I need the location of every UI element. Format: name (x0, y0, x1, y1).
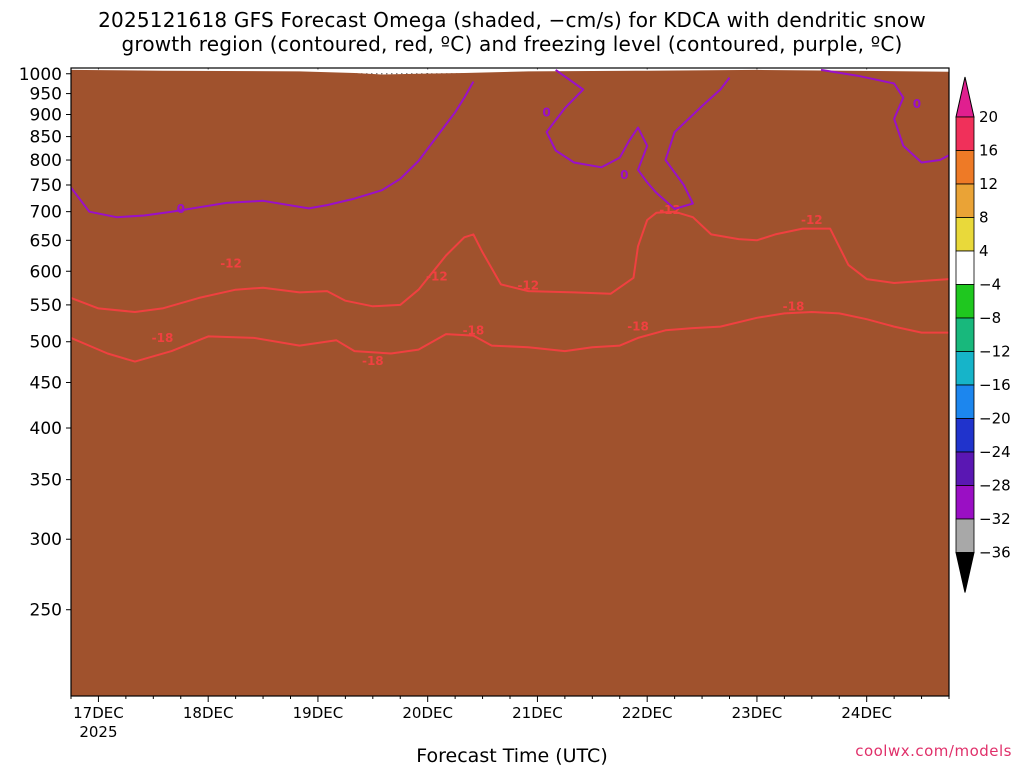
colorbar-bin-1 (955, 150, 975, 185)
colorbar-label-10: −24 (979, 443, 1011, 461)
xtick-label-7: 24DEC (841, 704, 892, 722)
ytick-label-450: 450 (30, 373, 62, 393)
xtick-label-2: 19DEC (293, 704, 344, 722)
dgz-top-minus18-label-3: -18 (627, 320, 649, 334)
y-axis: 250 300 350 400 450 500 550 600 650 700 750 800 850 9… (19, 65, 71, 621)
colorbar-label-6: −8 (979, 309, 1001, 327)
credit-link[interactable]: coolwx.com/models (855, 742, 1012, 760)
ytick-label-850: 850 (30, 128, 62, 148)
ytick-label-900: 900 (30, 105, 62, 125)
ytick-label-950: 950 (30, 85, 62, 105)
colorbar-label-11: −28 (979, 477, 1011, 495)
xtick-label-3: 20DEC (402, 704, 453, 722)
ytick-label-550: 550 (30, 296, 62, 316)
dgz-bottom-minus12-label-1: -12 (426, 269, 448, 283)
freezing-level-0-late-line (820, 68, 949, 164)
ytick-label-800: 800 (30, 151, 62, 171)
colorbar-label-2: 12 (979, 175, 998, 193)
ytick-label-1000: 1000 (19, 65, 62, 85)
freezing-level-0-east-label-0: 0 (542, 105, 550, 119)
colorbar-label-13: −36 (979, 544, 1011, 562)
dgz-bottom-minus12-label-3: -12 (659, 203, 681, 217)
chart-title-line2: growth region (contoured, red, ºC) and f… (121, 32, 903, 56)
x-axis: 17DEC 18DEC 19DEC 20DEC 21DEC 22DEC 23DEC 24DEC… (70, 696, 950, 741)
colorbar-label-12: −32 (979, 510, 1011, 528)
colorbar-bin-0 (955, 116, 975, 151)
ytick-label-400: 400 (30, 419, 62, 439)
ytick-label-300: 300 (30, 530, 62, 550)
colorbar-label-4: 4 (979, 242, 989, 260)
chart-title-line1: 2025121618 GFS Forecast Omega (shaded, −… (98, 8, 926, 32)
freezing-level-0-east-label-1: 0 (620, 168, 628, 182)
dgz-top-minus18-label-1: -18 (362, 354, 384, 368)
colorbar-label-7: −12 (979, 343, 1011, 361)
dgz-bottom-minus12-line (71, 210, 949, 313)
ytick-label-650: 650 (30, 231, 62, 251)
dgz-top-minus18-label-4: -18 (783, 299, 805, 313)
dgz-top-minus18-line (71, 311, 949, 363)
colorbar: 20 16 12 8 4 −4 −8 −12 −16 −20 −24 −28 −32 −36 (955, 76, 1011, 593)
colorbar-label-1: 16 (979, 142, 998, 160)
ytick-label-250: 250 (30, 601, 62, 621)
colorbar-bin-5 (955, 284, 975, 319)
xtick-label-0: 17DEC (73, 704, 124, 722)
dgz-top-minus18-label-0: -18 (152, 331, 174, 345)
freezing-level-0-east-line (545, 69, 731, 210)
contour-lines: -18 -18 -18 -18 -18 -12 -12 -12 -12 -12 0 0 0 0 (71, 68, 949, 368)
x-axis-title: Forecast Time (UTC) (416, 745, 608, 767)
colorbar-label-3: 8 (979, 209, 989, 227)
ytick-label-350: 350 (30, 471, 62, 491)
ytick-label-600: 600 (30, 262, 62, 282)
colorbar-bin-10 (955, 451, 975, 486)
colorbar-top-arrow (955, 76, 975, 118)
colorbar-label-9: −20 (979, 410, 1011, 428)
colorbar-bin-7 (955, 351, 975, 386)
freezing-level-0-label-0: 0 (177, 202, 185, 216)
xtick-year-label: 2025 (79, 723, 117, 741)
dgz-bottom-minus12-label-2: -12 (517, 279, 539, 293)
colorbar-bin-4 (955, 250, 975, 285)
dgz-bottom-minus12-label-0: -12 (220, 257, 242, 271)
terrain-fill (71, 69, 949, 696)
colorbar-bin-11 (955, 485, 975, 520)
colorbar-label-0: 20 (979, 108, 998, 126)
colorbar-label-8: −16 (979, 376, 1011, 394)
ytick-label-700: 700 (30, 203, 62, 223)
freezing-level-0-line (71, 81, 475, 219)
colorbar-bin-8 (955, 384, 975, 419)
ytick-label-750: 750 (30, 176, 62, 196)
colorbar-bin-9 (955, 418, 975, 453)
terrain-surface (71, 69, 949, 696)
colorbar-bin-2 (955, 183, 975, 218)
xtick-label-4: 21DEC (512, 704, 563, 722)
colorbar-bin-6 (955, 317, 975, 352)
xtick-label-5: 22DEC (622, 704, 673, 722)
xtick-label-6: 23DEC (732, 704, 783, 722)
colorbar-label-5: −4 (979, 276, 1001, 294)
dgz-top-minus18-label-2: -18 (463, 323, 485, 337)
freezing-level-0-late-label-0: 0 (913, 97, 921, 111)
colorbar-bin-3 (955, 217, 975, 252)
xtick-label-1: 18DEC (183, 704, 234, 722)
dgz-bottom-minus12-label-4: -12 (801, 213, 823, 227)
colorbar-bottom-arrow (955, 552, 975, 593)
ytick-label-500: 500 (30, 333, 62, 353)
colorbar-bin-12 (955, 518, 975, 553)
